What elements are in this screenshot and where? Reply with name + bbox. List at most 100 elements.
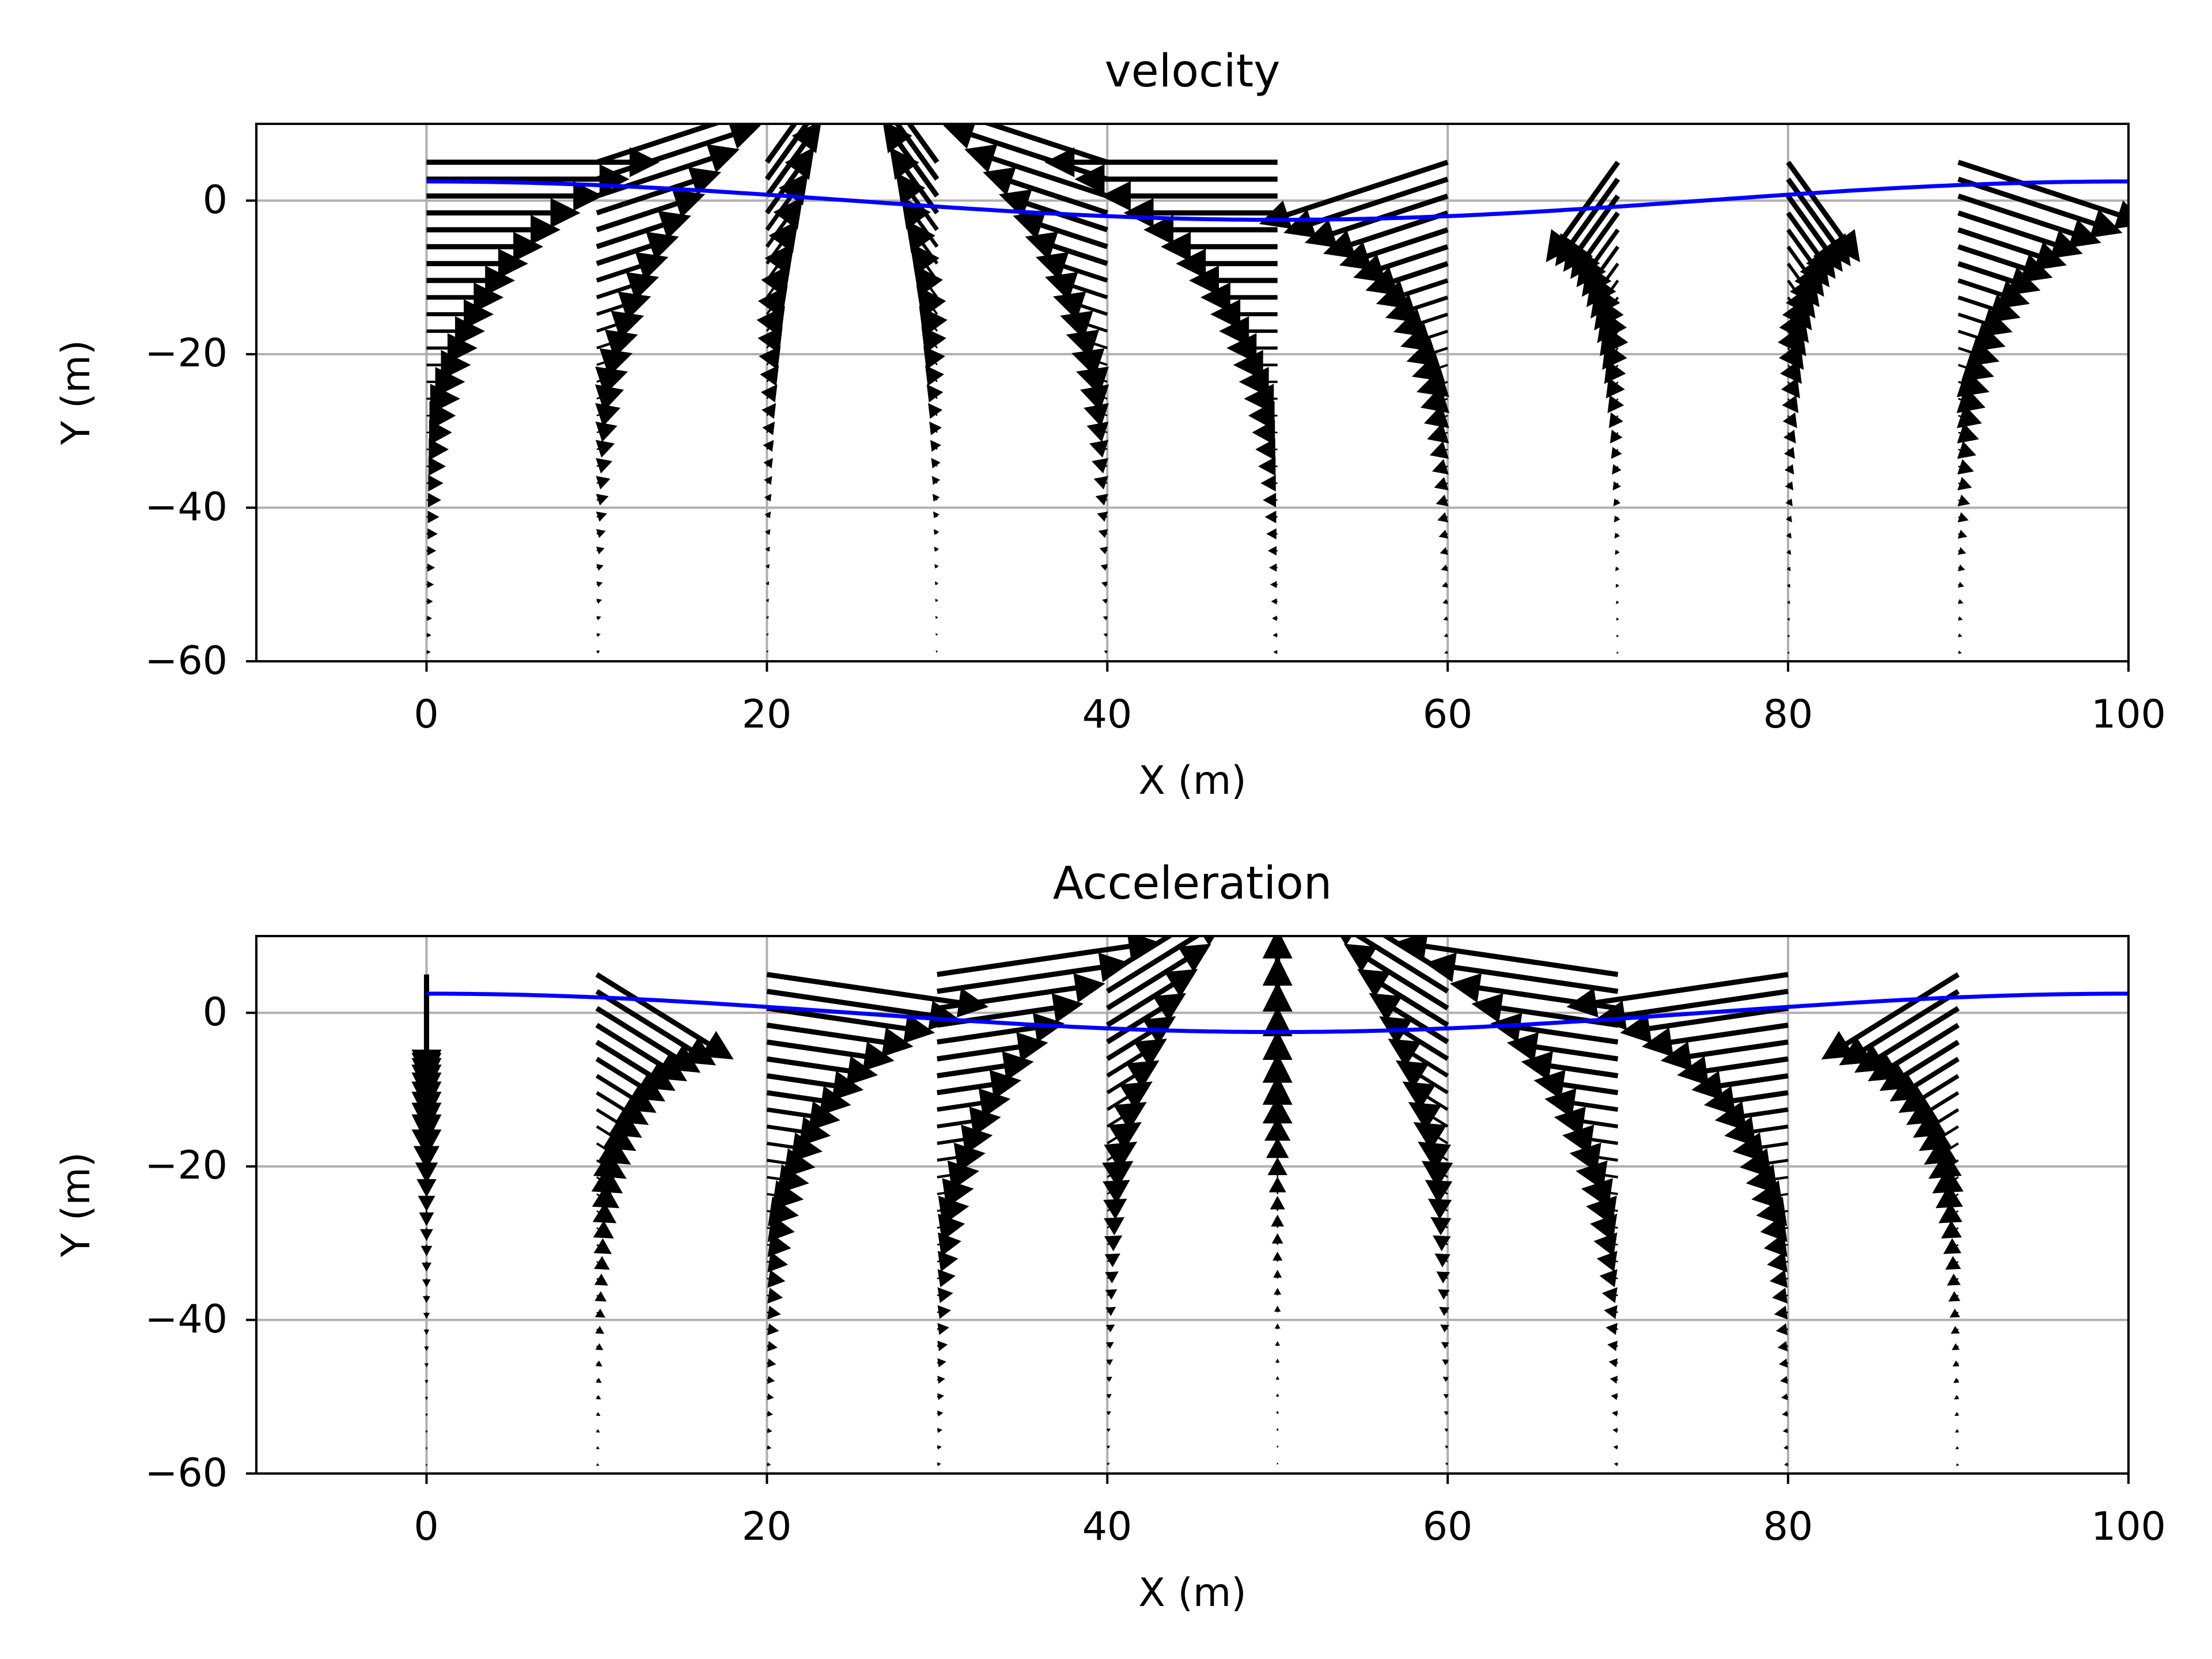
velocity-arrow: [1267, 546, 1278, 556]
acceleration-arrow: [418, 1194, 435, 1212]
acceleration-arrow: [1506, 1032, 1619, 1062]
velocity-arrow: [1097, 511, 1108, 522]
acceleration-arrow: [937, 1232, 961, 1257]
acceleration-arrow: [1641, 1022, 1789, 1058]
acceleration-arrow: [1763, 1233, 1789, 1257]
velocity-arrow: [932, 494, 940, 502]
velocity-arrow: [426, 214, 561, 245]
acceleration-arrow: [1533, 1070, 1619, 1100]
acceleration-arrow: [1739, 1148, 1789, 1178]
velocity-arrow: [596, 211, 691, 249]
acceleration-arrow: [596, 1091, 649, 1126]
velocity-arrow: [426, 282, 504, 313]
acceleration-xtick-label: 100: [2091, 1504, 2166, 1550]
acceleration-arrow: [1943, 1238, 1961, 1254]
velocity-arrow: [923, 346, 945, 370]
acceleration-arrow: [1444, 1411, 1449, 1415]
acceleration-arrow: [1566, 972, 1789, 1018]
acceleration-arrow: [1425, 1180, 1453, 1204]
acceleration-arrow: [1471, 993, 1619, 1028]
velocity-arrow: [426, 510, 440, 524]
acceleration-arrow: [1106, 1377, 1112, 1382]
velocity-arrow: [1025, 232, 1108, 266]
velocity-arrows: [426, 124, 2128, 654]
acceleration-arrow: [1779, 1358, 1789, 1368]
acceleration-arrow: [1106, 1060, 1160, 1094]
velocity-arrow: [879, 124, 940, 181]
acceleration-arrow: [767, 1305, 781, 1320]
velocity-arrow: [1612, 464, 1622, 475]
acceleration-ytick-labels: 0 −20 −40 −60: [145, 990, 228, 1496]
acceleration-arrow: [1276, 1445, 1279, 1448]
velocity-arrow: [760, 384, 778, 403]
acceleration-arrow: [595, 972, 734, 1060]
acceleration-arrow: [1774, 1305, 1789, 1320]
acceleration-arrow: [937, 1013, 1065, 1045]
velocity-arrow: [999, 189, 1108, 233]
acceleration-arrow: [1271, 1233, 1283, 1245]
acceleration-ytick-label: −60: [145, 1450, 228, 1496]
acceleration-arrow: [1605, 1323, 1618, 1335]
acceleration-arrow: [937, 973, 1105, 1011]
acceleration-arrow: [1437, 1289, 1450, 1300]
velocity-arrow: [1786, 532, 1792, 539]
acceleration-arrow: [1267, 1157, 1287, 1177]
velocity-arrow: [1442, 599, 1448, 604]
acceleration-arrow: [767, 1164, 809, 1194]
acceleration-arrow: [1439, 1306, 1450, 1316]
acceleration-arrow: [1952, 1360, 1960, 1367]
velocity-arrow: [1074, 164, 1278, 194]
velocity-arrow: [596, 124, 761, 182]
velocity-arrow: [1270, 581, 1278, 589]
velocity-arrow: [933, 511, 940, 518]
acceleration-arrow: [767, 1393, 774, 1400]
acceleration-arrow: [1936, 1184, 1963, 1209]
acceleration-arrow: [1770, 1270, 1789, 1288]
velocity-arrow: [1272, 615, 1278, 622]
acceleration-arrow: [767, 1410, 773, 1417]
velocity-arrow: [596, 272, 660, 301]
velocity-arrow: [765, 172, 809, 232]
velocity-arrow: [895, 172, 939, 232]
acceleration-arrow: [1954, 1395, 1960, 1400]
velocity-ytick-labels: 0 −20 −40 −60: [145, 177, 228, 684]
acceleration-arrow: [937, 1305, 952, 1319]
velocity-arrow: [596, 252, 669, 283]
acceleration-arrow: [1388, 1039, 1449, 1078]
acceleration-arrow: [413, 1143, 440, 1170]
velocity-arrow: [596, 564, 604, 571]
acceleration-arrow: [596, 1429, 600, 1433]
velocity-ytick-label: −20: [145, 331, 228, 376]
velocity-arrow: [1210, 299, 1278, 329]
acceleration-arrow: [937, 1427, 943, 1433]
acceleration-arrow: [1767, 1251, 1789, 1272]
acceleration-ytick-label: −40: [145, 1297, 228, 1342]
velocity-arrow: [889, 146, 940, 215]
acceleration-arrow: [1425, 952, 1619, 994]
acceleration-arrow: [1941, 1220, 1962, 1239]
velocity-arrow: [1616, 634, 1619, 638]
acceleration-arrow: [593, 1220, 614, 1239]
velocity-arrow: [1226, 333, 1278, 363]
velocity-arrow: [764, 494, 772, 502]
velocity-arrow: [964, 144, 1108, 199]
acceleration-arrow: [1106, 1102, 1147, 1131]
acceleration-arrow: [593, 1238, 612, 1254]
velocity-arrow: [1612, 481, 1621, 491]
velocity-arrow: [1957, 261, 2041, 296]
acceleration-arrow: [1275, 1341, 1281, 1346]
acceleration-arrow: [596, 1446, 600, 1449]
acceleration-arrow: [1777, 1340, 1789, 1352]
velocity-arrow: [1957, 512, 1969, 522]
velocity-arrow: [1441, 581, 1448, 588]
acceleration-arrow: [1104, 1141, 1138, 1171]
acceleration-arrow: [424, 1346, 429, 1351]
acceleration-arrow: [1379, 1016, 1449, 1061]
velocity-arrow: [1269, 563, 1278, 572]
acceleration-xtick-labels: 0 20 40 60 80 100: [414, 1504, 2166, 1550]
velocity-xtick-label: 0: [414, 692, 438, 737]
velocity-arrow: [1616, 618, 1619, 621]
acceleration-arrow: [593, 1150, 627, 1179]
velocity-arrow: [596, 633, 601, 637]
velocity-axes-frame: [255, 123, 2130, 662]
